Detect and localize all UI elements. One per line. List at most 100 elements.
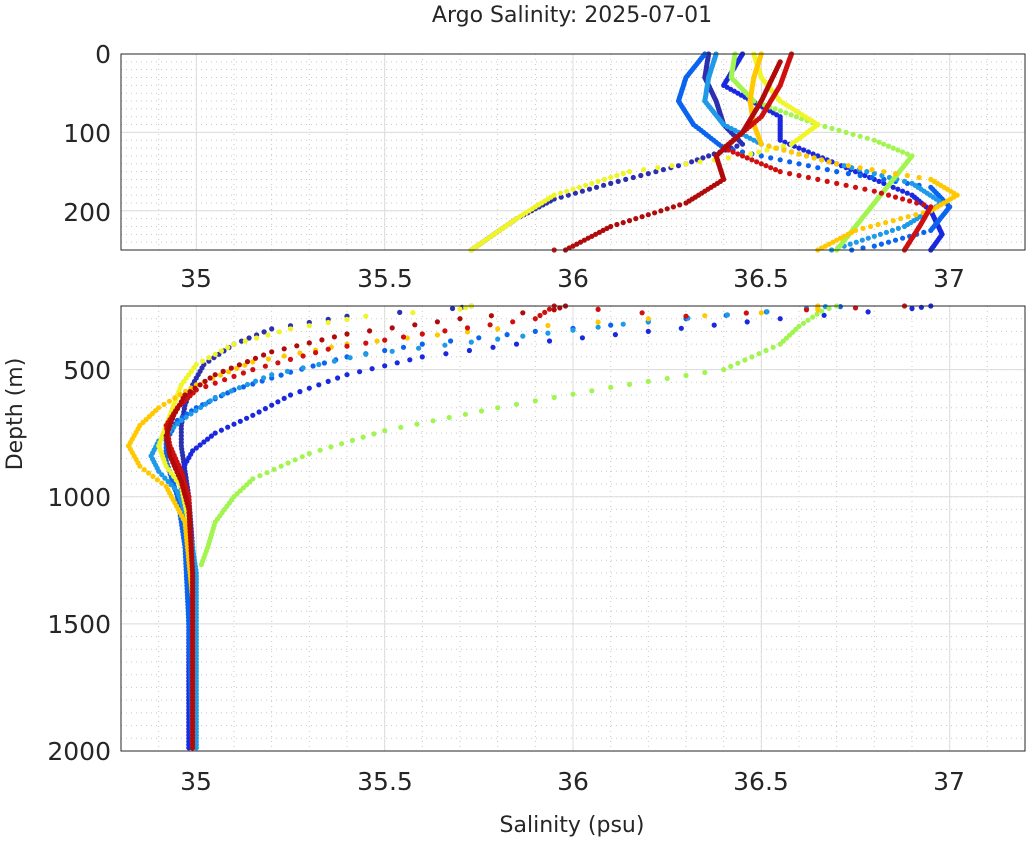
data-point	[137, 463, 143, 469]
data-point	[781, 147, 787, 153]
data-point	[442, 342, 448, 348]
data-point	[895, 186, 901, 192]
data-point	[768, 165, 774, 171]
data-point	[414, 421, 420, 427]
data-point	[843, 129, 849, 135]
data-point	[909, 305, 915, 312]
data-point	[287, 356, 294, 362]
data-point	[735, 151, 741, 157]
data-point	[442, 328, 448, 334]
data-point	[815, 165, 821, 171]
data-point	[620, 321, 626, 327]
data-point	[864, 135, 870, 141]
top-panel: 0 100 200 35 35.5 36 36.5 37	[63, 40, 1026, 293]
data-point	[777, 137, 783, 143]
data-point	[250, 412, 256, 418]
data-point	[803, 153, 810, 159]
data-point	[850, 131, 856, 137]
data-point	[777, 316, 783, 322]
data-point	[478, 408, 485, 414]
data-point	[256, 409, 262, 415]
data-point	[434, 319, 440, 325]
data-point	[608, 322, 614, 328]
data-point	[772, 106, 778, 112]
data-point	[905, 214, 911, 220]
data-point	[871, 137, 877, 143]
top-ytick-label: 0	[95, 40, 111, 69]
data-point	[869, 174, 875, 181]
data-point	[589, 388, 595, 394]
data-point	[630, 174, 636, 181]
data-point	[262, 406, 268, 412]
data-point	[269, 349, 275, 355]
data-point	[777, 169, 783, 175]
data-point	[620, 171, 626, 177]
data-point	[177, 392, 183, 398]
top-data-points	[468, 51, 960, 253]
data-point	[269, 402, 275, 408]
data-point	[683, 372, 689, 379]
data-point	[369, 366, 375, 372]
data-point	[226, 369, 232, 375]
bottom-ytick-label: 1000	[47, 483, 111, 512]
data-point	[724, 312, 731, 318]
data-point	[510, 319, 516, 325]
data-point	[462, 411, 468, 417]
data-point	[743, 310, 749, 316]
data-point	[220, 368, 226, 374]
data-point	[754, 159, 760, 165]
data-point	[178, 417, 184, 423]
data-point	[881, 141, 887, 147]
data-point	[773, 145, 780, 151]
data-point	[645, 171, 651, 177]
data-point	[783, 110, 789, 116]
data-point	[744, 155, 750, 161]
data-point	[620, 220, 626, 226]
top-xtick-label: 35	[180, 264, 212, 293]
data-point	[864, 169, 870, 175]
data-point	[890, 184, 896, 190]
data-point	[700, 155, 706, 161]
bottom-xtick-label: 37	[933, 767, 965, 796]
data-point	[803, 307, 810, 313]
data-point	[834, 161, 840, 167]
data-point	[225, 344, 231, 351]
data-point	[357, 369, 363, 375]
data-point	[615, 178, 621, 184]
data-point	[852, 305, 859, 311]
data-point	[777, 108, 784, 114]
top-xtick-label: 36	[557, 264, 589, 293]
data-point	[756, 351, 762, 357]
data-point	[739, 149, 746, 155]
data-point	[749, 157, 755, 163]
data-point	[862, 172, 868, 179]
data-point	[464, 329, 471, 335]
data-point	[551, 394, 557, 401]
data-point	[883, 229, 890, 235]
data-point	[904, 151, 910, 157]
data-point	[900, 235, 906, 241]
data-point	[231, 373, 237, 379]
data-point	[344, 343, 350, 349]
data-point	[721, 367, 727, 373]
data-point	[885, 192, 892, 198]
data-point	[545, 330, 551, 336]
data-point	[810, 151, 816, 157]
data-point	[641, 167, 647, 173]
data-point	[430, 418, 436, 424]
data-point	[601, 176, 608, 182]
data-point	[645, 212, 651, 218]
data-point	[865, 235, 871, 241]
bottom-profile-9-series	[163, 303, 569, 751]
data-point	[275, 360, 281, 366]
data-point	[678, 325, 684, 331]
data-point	[782, 139, 788, 145]
data-point	[655, 165, 661, 171]
data-point	[159, 480, 165, 486]
data-point	[921, 229, 927, 235]
data-point	[207, 375, 213, 381]
data-point	[347, 355, 353, 361]
data-point	[670, 204, 677, 210]
data-point	[154, 477, 160, 483]
data-point	[202, 378, 208, 384]
